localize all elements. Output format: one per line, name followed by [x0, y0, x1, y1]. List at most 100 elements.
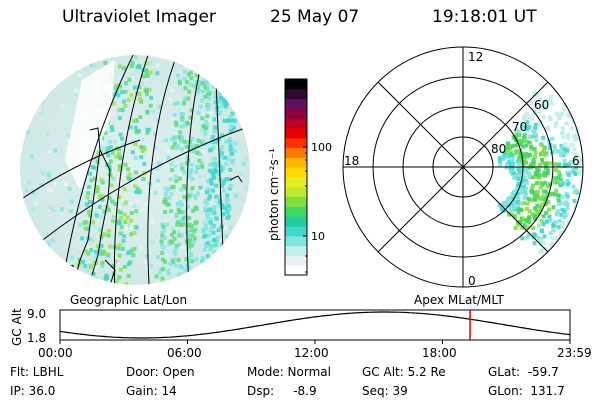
aurora-pixel [213, 241, 218, 246]
aurora-pixel [525, 201, 530, 206]
aurora-pixel [218, 69, 223, 74]
aurora-pixel [524, 160, 528, 165]
aurora-pixel [584, 179, 588, 183]
aurora-pixel [101, 249, 106, 254]
aurora-pixel [544, 256, 549, 261]
aurora-pixel [117, 195, 122, 200]
aurora-pixel [187, 222, 192, 227]
speckle [153, 145, 158, 150]
aurora-pixel [210, 225, 215, 230]
speckle [39, 183, 44, 188]
aurora-pixel [162, 199, 167, 204]
aurora-pixel [104, 289, 108, 290]
aurora-pixel [117, 167, 122, 172]
aurora-pixel [526, 152, 531, 157]
speckle [160, 139, 165, 144]
aurora-pixel [556, 116, 561, 121]
aurora-pixel [145, 130, 150, 135]
aurora-pixel [558, 183, 563, 188]
aurora-pixel [134, 170, 138, 175]
aurora-pixel [505, 200, 510, 205]
aurora-pixel [131, 253, 136, 258]
aurora-pixel [206, 103, 211, 108]
aurora-pixel [172, 281, 177, 285]
aurora-pixel [89, 178, 94, 183]
aurora-pixel [215, 261, 220, 266]
aurora-pixel [92, 165, 97, 170]
aurora-pixel [198, 185, 203, 190]
aurora-pixel [221, 87, 226, 92]
speckle [155, 63, 160, 67]
speckle [192, 55, 197, 60]
aurora-pixel [221, 181, 226, 186]
speckle [216, 163, 221, 168]
aurora-pixel [163, 197, 168, 202]
speckle [78, 289, 82, 290]
aurora-pixel [166, 187, 171, 191]
aurora-pixel [123, 89, 128, 94]
aurora-pixel [582, 222, 583, 227]
aurora-pixel [176, 101, 180, 106]
aurora-pixel [228, 84, 233, 89]
aurora-pixel [213, 125, 217, 130]
aurora-pixel [172, 230, 177, 234]
speckle [151, 110, 156, 114]
aurora-pixel [231, 125, 236, 130]
aurora-pixel [180, 233, 185, 238]
aurora-pixel [514, 143, 519, 148]
aurora-pixel [582, 180, 583, 185]
speckle [23, 74, 27, 78]
aurora-pixel [134, 225, 139, 230]
aurora-pixel [586, 239, 589, 243]
speckle [48, 70, 52, 75]
speckle [230, 250, 235, 255]
aurora-pixel [100, 180, 105, 185]
aurora-pixel [175, 202, 180, 207]
aurora-pixel [570, 247, 575, 252]
timeline-y-label: GC Alt [10, 308, 24, 346]
colorbar-step [285, 118, 307, 129]
aurora-pixel [540, 150, 545, 155]
aurora-pixel [541, 147, 546, 152]
aurora-pixel [139, 155, 144, 159]
aurora-pixel [545, 126, 549, 131]
aurora-pixel [230, 151, 235, 156]
aurora-pixel [117, 108, 122, 113]
aurora-pixel [566, 162, 571, 167]
aurora-pixel [524, 181, 529, 185]
speckle [210, 164, 215, 169]
speckle [45, 239, 50, 244]
aurora-pixel [530, 117, 535, 121]
aurora-pixel [511, 135, 516, 140]
aurora-pixel [186, 174, 191, 179]
aurora-pixel [572, 235, 576, 239]
aurora-pixel [211, 230, 216, 235]
aurora-pixel [548, 94, 553, 99]
aurora-pixel [185, 205, 190, 210]
aurora-pixel [174, 244, 179, 249]
aurora-pixel [196, 89, 201, 94]
speckle [139, 80, 144, 85]
aurora-pixel [220, 264, 225, 269]
mlt-label-12: 12 [468, 50, 483, 64]
aurora-pixel [193, 196, 198, 201]
aurora-pixel [587, 240, 588, 244]
aurora-pixel [528, 153, 533, 158]
speckle [78, 223, 83, 227]
aurora-pixel [512, 171, 516, 176]
glat-value: GLat: -59.7 [488, 365, 559, 379]
speckle [69, 209, 73, 214]
aurora-pixel [525, 165, 530, 170]
aurora-pixel [553, 236, 557, 241]
aurora-pixel [196, 83, 201, 88]
speckle [163, 266, 168, 271]
aurora-pixel [508, 209, 513, 214]
aurora-pixel [562, 147, 567, 152]
aurora-pixel [111, 264, 116, 268]
geographic-image [20, 55, 250, 290]
speckle [229, 239, 233, 244]
aurora-pixel [215, 83, 220, 88]
speckle [128, 201, 133, 206]
aurora-pixel [157, 287, 161, 290]
aurora-pixel [582, 222, 583, 227]
